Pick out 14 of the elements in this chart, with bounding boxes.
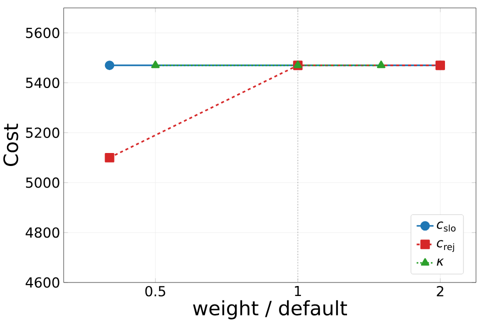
legend-label: c$_{slo}$	[436, 222, 456, 232]
x-axis-title: weight / default	[193, 300, 348, 320]
y-tick-label: 5200	[26, 127, 60, 138]
y-tick-label: 5600	[26, 28, 60, 38]
x-tick-label: 0.5	[145, 286, 166, 296]
legend-label: c$_{rej}$	[436, 240, 454, 252]
y-tick-label: 4600	[26, 277, 60, 288]
y-tick-label: 5000	[26, 177, 60, 188]
legend-label: κ	[436, 258, 444, 266]
x-tick-label: 1	[294, 286, 301, 296]
y-tick-label: 5400	[26, 78, 60, 88]
x-tick-label: 2	[436, 286, 444, 296]
y-tick-label: 4800	[26, 227, 60, 238]
y-axis-title: Cost	[3, 124, 18, 166]
